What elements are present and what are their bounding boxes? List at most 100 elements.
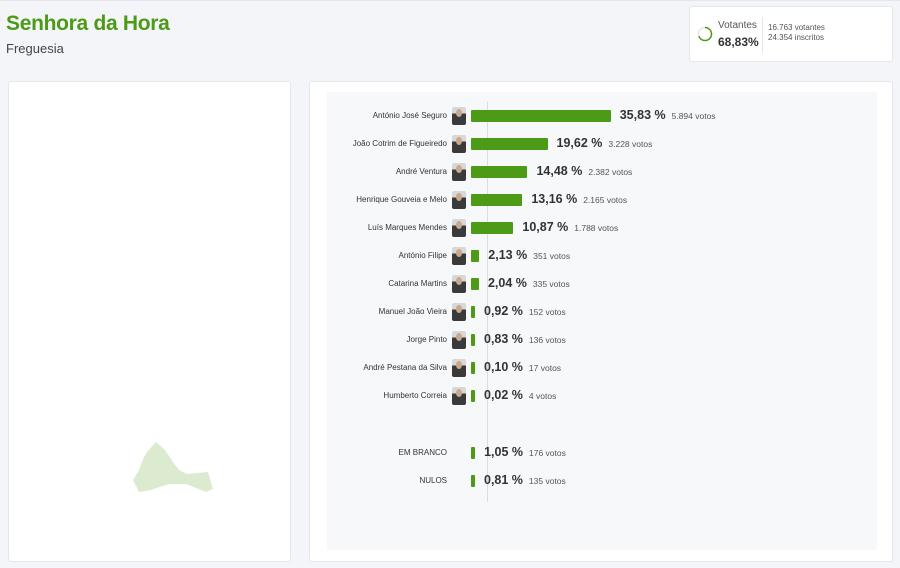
result-bar — [471, 138, 548, 150]
candidate-name: Henrique Gouveia e Melo — [356, 195, 447, 204]
result-bar — [471, 447, 476, 459]
votes-count: 4 votos — [528, 391, 557, 401]
percent-label: 35,83 % — [619, 108, 666, 122]
votes-count: 135 votos — [528, 476, 566, 486]
result-row: Humberto Correia 0,02 % 4 votos — [327, 386, 877, 406]
percent-label: 0,81 % — [484, 473, 523, 487]
result-row: Henrique Gouveia e Melo 13,16 % 2.165 vot… — [327, 190, 877, 210]
candidate-name: Jorge Pinto — [406, 335, 447, 344]
votes-count: 1.788 votos — [574, 223, 619, 233]
candidate-photo — [452, 191, 466, 209]
result-bar — [471, 390, 475, 402]
map-panel — [8, 81, 291, 562]
votes-count: 335 votos — [532, 279, 570, 289]
result-percent: 35,83 % 5.894 votos — [620, 108, 716, 122]
votes-count: 2.382 votos — [588, 167, 633, 177]
percent-label: 19,62 % — [556, 136, 603, 150]
result-percent: 14,48 % 2.382 votos — [536, 164, 632, 178]
candidate-photo — [452, 247, 466, 265]
turnout-ring-icon — [697, 26, 713, 42]
candidate-name: João Cotrim de Figueiredo — [352, 139, 447, 148]
results-panel: António José Seguro 35,83 % 5.894 votos Jo… — [309, 81, 893, 562]
percent-label: 13,16 % — [531, 192, 578, 206]
result-row: João Cotrim de Figueiredo 19,62 % 3.228 v… — [327, 134, 877, 154]
registered-count: 24.354 inscritos — [768, 33, 825, 42]
percent-label: 2,04 % — [487, 276, 527, 290]
voters-count: 16.763 votantes — [768, 23, 825, 32]
divider — [762, 17, 763, 53]
result-row: Jorge Pinto 0,83 % 136 votos — [327, 330, 877, 350]
candidate-name: António Filipe — [398, 251, 447, 260]
result-row: EM BRANCO 1,05 % 176 votos — [327, 443, 877, 463]
candidate-photo — [452, 387, 466, 405]
result-bar — [471, 110, 611, 122]
candidate-photo — [452, 163, 466, 181]
results-chart: António José Seguro 35,83 % 5.894 votos Jo… — [327, 92, 877, 550]
result-percent: 1,05 % 176 votos — [484, 445, 566, 459]
parish-shape — [133, 442, 213, 492]
candidate-photo — [452, 331, 466, 349]
votes-count: 5.894 votos — [671, 111, 716, 121]
result-bar — [471, 475, 475, 487]
result-bar — [471, 362, 475, 374]
result-percent: 0,81 % 135 votos — [484, 473, 566, 487]
result-percent: 0,02 % 4 votos — [484, 388, 556, 402]
percent-label: 10,87 % — [522, 220, 569, 234]
result-percent: 10,87 % 1.788 votos — [522, 220, 618, 234]
candidate-name: NULOS — [419, 476, 447, 485]
result-row: António José Seguro 35,83 % 5.894 votos — [327, 106, 877, 126]
result-bar — [471, 166, 528, 178]
percent-label: 14,48 % — [536, 164, 583, 178]
result-bar — [471, 250, 480, 262]
candidate-name: André Pestana da Silva — [363, 363, 447, 372]
percent-label: 0,83 % — [484, 332, 523, 346]
candidate-photo — [452, 275, 466, 293]
page-subtitle: Freguesia — [6, 41, 64, 56]
percent-label: 0,10 % — [484, 360, 523, 374]
result-row: NULOS 0,81 % 135 votos — [327, 471, 877, 491]
percent-label: 2,13 % — [488, 248, 528, 262]
candidate-photo — [452, 303, 466, 321]
candidate-name: Luís Marques Mendes — [367, 223, 447, 232]
votes-count: 2.165 votos — [583, 195, 628, 205]
votes-count: 152 votos — [528, 307, 566, 317]
votes-count: 136 votos — [528, 335, 566, 345]
candidate-name: António José Seguro — [372, 111, 447, 120]
result-row: Manuel João Vieira 0,92 % 152 votos — [327, 302, 877, 322]
candidate-name: André Ventura — [395, 167, 447, 176]
result-percent: 2,04 % 335 votos — [488, 276, 570, 290]
percent-label: 0,92 % — [484, 304, 523, 318]
candidate-photo — [452, 107, 466, 125]
turnout-percent: 68,83% — [718, 35, 759, 49]
result-percent: 0,10 % 17 votos — [484, 360, 561, 374]
votes-count: 17 votos — [528, 363, 562, 373]
result-percent: 13,16 % 2.165 votos — [531, 192, 627, 206]
result-bar — [471, 222, 514, 234]
result-row: Catarina Martins 2,04 % 335 votos — [327, 274, 877, 294]
percent-label: 1,05 % — [484, 445, 524, 459]
page-title: Senhora da Hora — [6, 12, 170, 35]
candidate-name: Catarina Martins — [388, 279, 447, 288]
result-bar — [471, 278, 479, 290]
result-row: António Filipe 2,13 % 351 votos — [327, 246, 877, 266]
result-percent: 19,62 % 3.228 votos — [557, 136, 653, 150]
percent-label: 0,02 % — [484, 388, 523, 402]
result-row: Luís Marques Mendes 10,87 % 1.788 votos — [327, 218, 877, 238]
candidate-photo — [452, 135, 466, 153]
result-bar — [471, 194, 523, 206]
result-row: André Pestana da Silva 0,10 % 17 votos — [327, 358, 877, 378]
candidate-name: Manuel João Vieira — [378, 307, 447, 316]
candidate-photo — [452, 219, 466, 237]
chart-axis — [487, 102, 488, 502]
turnout-card: Votantes 68,83% 16.763 votantes 24.354 i… — [689, 6, 893, 62]
turnout-label: Votantes — [718, 20, 757, 31]
result-percent: 0,83 % 136 votos — [484, 332, 566, 346]
result-bar — [471, 334, 475, 346]
votes-count: 3.228 votos — [608, 139, 653, 149]
result-row: André Ventura 14,48 % 2.382 votos — [327, 162, 877, 182]
parish-map[interactable] — [9, 82, 292, 563]
result-percent: 2,13 % 351 votos — [488, 248, 570, 262]
candidate-name: Humberto Correia — [383, 391, 447, 400]
candidate-name: EM BRANCO — [398, 448, 447, 457]
result-percent: 0,92 % 152 votos — [484, 304, 566, 318]
